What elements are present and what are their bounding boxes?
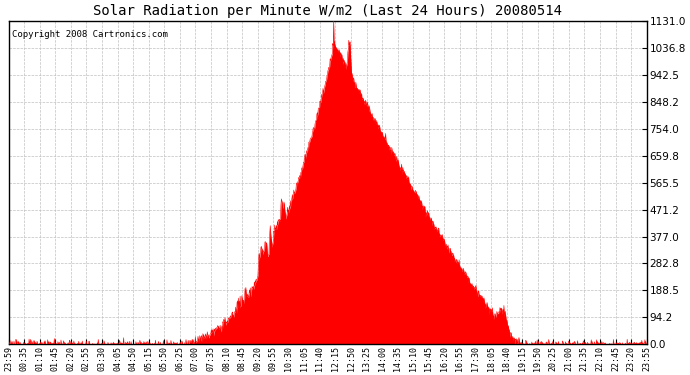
Title: Solar Radiation per Minute W/m2 (Last 24 Hours) 20080514: Solar Radiation per Minute W/m2 (Last 24… <box>93 4 562 18</box>
Text: Copyright 2008 Cartronics.com: Copyright 2008 Cartronics.com <box>12 30 168 39</box>
